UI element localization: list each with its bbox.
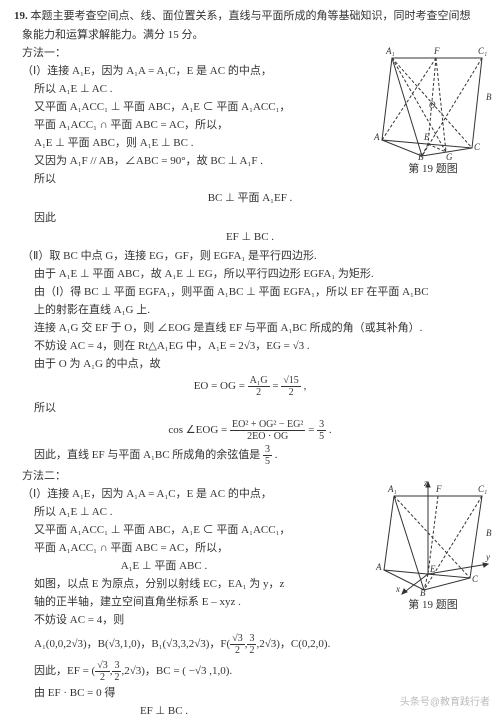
eq1-post: , [304, 380, 307, 392]
diagram-1: A₁ F C₁ B₁ A O E C G B 第 19 题图 [374, 40, 492, 178]
m2-coords: A₁(0,0,2√3)，B(√3,1,0)，B₁(√3,3,2√3)，F(√32… [34, 633, 486, 656]
diagram-1-caption: 第 19 题图 [374, 161, 492, 178]
eq2-frac2: 35 [317, 419, 326, 442]
m2-l10b: ,2√3)，BC = ( −√3 ,1,0). [121, 665, 232, 677]
m1-p1-l1: （Ⅰ）连接 A₁E，因为 A₁A = A₁C，E 是 AC 的中点， [22, 63, 332, 80]
m1-p1-l8: 因此 [34, 210, 486, 227]
m1-p2-l7: 由于 O 为 A₁G 的中点，故 [34, 356, 486, 373]
diagram-2-caption: 第 19 题图 [374, 597, 492, 614]
header-text-1: 本题主要考查空间点、线、面位置关系，直线与平面所成的角等基础知识，同时考查空间想 [31, 10, 471, 22]
m2-coords-a: A₁(0,0,2√3)，B(√3,1,0)，B₁(√3,3,2√3)，F( [34, 638, 230, 650]
eq1-pre: EO = OG = [194, 380, 248, 392]
m1-eq-c1: BC ⊥ 平面 A₁EF . [14, 190, 486, 207]
eq1-mid: = [272, 380, 281, 392]
svg-text:E: E [429, 564, 436, 574]
svg-text:A₁: A₁ [385, 46, 395, 56]
eq2-mid: = [308, 424, 317, 436]
m1-p2-l6: 不妨设 AC = 4，则在 Rt△A₁EG 中，A₁E = 2√3，EG = √… [34, 338, 486, 355]
question-number: 19. [14, 10, 28, 22]
m2-l10a: 因此，EF = ( [34, 665, 95, 677]
svg-text:B: B [420, 588, 426, 596]
m1-eq-c2: EF ⊥ BC . [14, 229, 486, 246]
m2-l8: 不妨设 AC = 4，则 [34, 612, 486, 629]
eq2-pre: cos ∠EOG = [168, 424, 230, 436]
svg-text:x: x [395, 584, 400, 594]
m1-p2-frac: 35 [263, 444, 272, 467]
prism-figure-2: A₁ F C₁ B₁ A E C B z y x [374, 478, 492, 596]
m1-eq1: EO = OG = A₁G2 = √152 , [14, 375, 486, 398]
svg-text:B: B [418, 152, 424, 160]
svg-text:C: C [472, 574, 479, 584]
svg-text:z: z [423, 478, 428, 488]
eq1-frac2: √152 [281, 375, 301, 398]
m1-p1-l6: 又因为 A₁F // AB，∠ABC = 90°，故 BC ⊥ A₁F . [34, 153, 334, 170]
m1-p2-l5: 连接 A₁G 交 EF 于 O，则 ∠EOG 是直线 EF 与平面 A₁BC 所… [34, 320, 486, 337]
svg-text:C₁: C₁ [478, 46, 487, 56]
m1-p2-l9a: 因此，直线 EF 与平面 A₁BC 所成角的余弦值是 [34, 449, 263, 461]
prism-figure-1: A₁ F C₁ B₁ A O E C G B [374, 40, 492, 160]
svg-text:C: C [474, 142, 481, 152]
eq1-frac1: A₁G2 [248, 375, 270, 398]
m1-eq2: cos ∠EOG = EO² + OG² − EG²2EO · OG = 35 … [14, 419, 486, 442]
m1-p2-l4: 上的射影在直线 A₁G 上. [34, 302, 486, 319]
m2-c-frac1: √32 [230, 633, 245, 656]
eq2-frac1: EO² + OG² − EG²2EO · OG [230, 419, 305, 442]
m2-l1: （Ⅰ）连接 A₁E，因为 A₁A = A₁C，E 是 AC 的中点， [22, 486, 332, 503]
svg-text:A: A [375, 562, 382, 572]
question-header: 19. 本题主要考查空间点、线、面位置关系，直线与平面所成的角等基础知识，同时考… [14, 8, 486, 25]
svg-text:C₁: C₁ [478, 484, 487, 494]
m2-l10-frac1: √32 [95, 660, 110, 683]
svg-text:O: O [429, 100, 436, 110]
svg-text:B₁: B₁ [486, 92, 492, 102]
svg-text:A₁: A₁ [387, 484, 397, 494]
m1-p2-l9: 因此，直线 EF 与平面 A₁BC 所成角的余弦值是 35 . [34, 444, 486, 467]
m2-l12: EF ⊥ BC . [34, 703, 294, 720]
svg-text:E: E [423, 132, 430, 142]
m2-l10: 因此，EF = (√32,32,2√3)，BC = ( −√3 ,1,0). [34, 660, 486, 683]
m2-coords-e: ,2√3)，C(0,2,0). [256, 638, 330, 650]
eq2-post: . [329, 424, 332, 436]
diagram-2: A₁ F C₁ B₁ A E C B z y x 第 19 题图 [374, 478, 492, 614]
m1-p2-l9b: . [275, 449, 278, 461]
svg-text:B₁: B₁ [486, 528, 492, 538]
svg-text:F: F [433, 46, 440, 56]
svg-text:F: F [435, 484, 442, 494]
m1-p2-l2: 由于 A₁E ⊥ 平面 ABC，故 A₁E ⊥ EG，所以平行四边形 EGFA₁… [34, 266, 486, 283]
m1-p2-l3: 由（Ⅰ）得 BC ⊥ 平面 EGFA₁，则平面 A₁BC ⊥ 平面 EGFA₁，… [34, 284, 486, 301]
svg-text:A: A [374, 132, 380, 142]
m1-p1-l3: 又平面 A₁ACC₁ ⊥ 平面 ABC，A₁E ⊂ 平面 A₁ACC₁， [34, 99, 334, 116]
watermark: 头条号@教育践行者 [400, 695, 490, 711]
svg-text:y: y [485, 552, 490, 562]
m1-p2-l1: （Ⅱ）取 BC 中点 G，连接 EG，GF，则 EGFA₁ 是平行四边形. [22, 248, 486, 265]
m1-p2-l8: 所以 [34, 400, 486, 417]
m2-l5: A₁E ⊥ 平面 ABC . [34, 558, 294, 575]
m2-l3: 又平面 A₁ACC₁ ⊥ 平面 ABC，A₁E ⊂ 平面 A₁ACC₁， [34, 522, 334, 539]
m2-l6: 如图，以点 E 为原点，分别以射线 EC，EA₁ 为 y，z [34, 576, 334, 593]
svg-text:G: G [446, 152, 453, 160]
